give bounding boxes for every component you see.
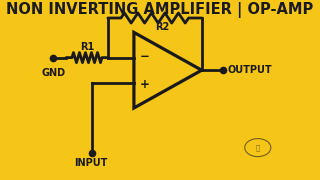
Text: NON INVERTING AMPLIFIER | OP-AMP: NON INVERTING AMPLIFIER | OP-AMP [6,2,314,18]
Text: INPUT: INPUT [74,158,108,168]
Text: R2: R2 [156,22,170,32]
Text: +: + [140,78,149,91]
Text: GND: GND [41,68,65,78]
Text: 🌿: 🌿 [256,144,260,151]
Text: −: − [140,50,149,63]
Text: R1: R1 [80,42,94,52]
Text: OUTPUT: OUTPUT [227,65,272,75]
